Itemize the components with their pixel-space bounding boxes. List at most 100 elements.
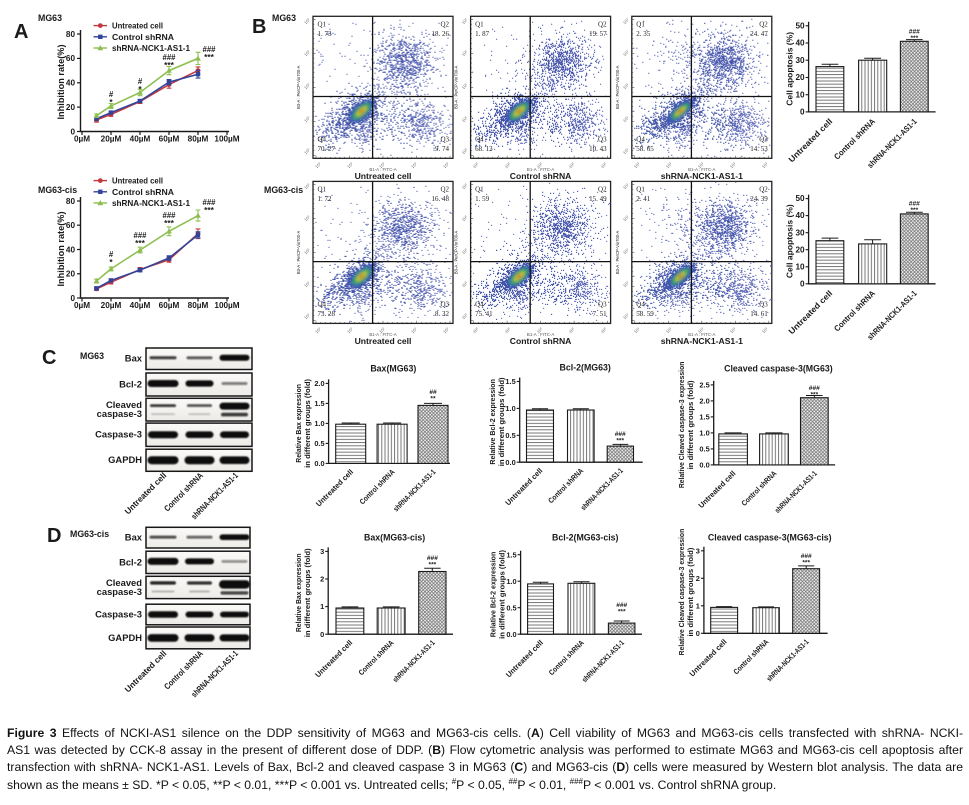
svg-text:in different groups (fold): in different groups (fold) [497, 377, 506, 467]
svg-text:10²: 10² [461, 82, 469, 90]
svg-text:MG63-cis: MG63-cis [70, 529, 109, 539]
svg-text:100µM: 100µM [214, 301, 239, 310]
svg-text:***: *** [164, 60, 175, 70]
svg-text:20: 20 [795, 245, 805, 254]
svg-text:10²: 10² [622, 147, 630, 155]
svg-text:B3-A : PerCP-Vio700-A: B3-A : PerCP-Vio700-A [296, 230, 301, 274]
svg-text:10²: 10² [346, 161, 354, 169]
svg-text:MG63: MG63 [38, 13, 62, 23]
svg-text:Control shRNA: Control shRNA [510, 171, 572, 181]
svg-text:58. 65: 58. 65 [636, 145, 654, 153]
svg-text:10²: 10² [303, 182, 311, 190]
svg-text:Q1: Q1 [636, 20, 645, 28]
svg-text:shRNA-NCK1-AS1-1: shRNA-NCK1-AS1-1 [391, 638, 437, 684]
svg-text:40µM: 40µM [130, 301, 151, 310]
svg-text:18. 26: 18. 26 [432, 30, 450, 38]
svg-text:Cleaved caspase-3(MG63): Cleaved caspase-3(MG63) [724, 364, 833, 374]
svg-text:Relative Cleaved caspase-3 exp: Relative Cleaved caspase-3 expression [677, 362, 686, 489]
svg-text:MG63: MG63 [272, 13, 296, 23]
svg-text:0: 0 [70, 294, 75, 303]
svg-text:Q2: Q2 [759, 20, 768, 28]
svg-text:0.0: 0.0 [314, 459, 324, 468]
svg-text:40: 40 [795, 39, 805, 48]
svg-text:1.0: 1.0 [506, 577, 516, 586]
svg-text:#: # [138, 77, 143, 86]
svg-text:10²: 10² [303, 82, 311, 90]
svg-text:10. 43: 10. 43 [589, 145, 607, 153]
svg-text:Q3: Q3 [598, 135, 607, 143]
svg-text:0.0: 0.0 [505, 458, 515, 467]
svg-text:Control shRNA: Control shRNA [510, 336, 572, 346]
svg-text:***: *** [616, 438, 624, 445]
svg-text:1.0: 1.0 [505, 404, 515, 413]
svg-text:Q2: Q2 [598, 185, 607, 193]
svg-text:in different groups (fold): in different groups (fold) [686, 380, 695, 470]
svg-text:MG63-cis: MG63-cis [38, 185, 77, 195]
svg-text:10: 10 [795, 90, 805, 99]
svg-text:Untreated cell: Untreated cell [112, 177, 163, 186]
svg-text:shRNA-NCK1-AS1-1: shRNA-NCK1-AS1-1 [112, 44, 190, 53]
svg-text:Control shRNA: Control shRNA [358, 467, 397, 506]
svg-text:***: *** [810, 392, 818, 399]
svg-text:###: ### [162, 53, 176, 62]
svg-text:10²: 10² [461, 115, 469, 123]
svg-text:Q3: Q3 [759, 135, 768, 143]
svg-text:###: ### [162, 211, 176, 220]
svg-text:10²: 10² [729, 161, 737, 169]
svg-text:***: *** [802, 560, 810, 567]
svg-text:60µM: 60µM [159, 134, 180, 143]
svg-text:B: B [252, 16, 266, 38]
svg-text:0.5: 0.5 [506, 603, 516, 612]
svg-text:Control shRNA: Control shRNA [112, 188, 174, 197]
svg-text:70. 27: 70. 27 [318, 145, 336, 153]
svg-text:10²: 10² [568, 326, 576, 334]
svg-text:Cleaved caspase-3(MG63-cis): Cleaved caspase-3(MG63-cis) [708, 533, 832, 543]
svg-text:Untreated cell: Untreated cell [504, 638, 545, 679]
svg-text:###: ### [909, 201, 920, 208]
svg-text:Control shRNA: Control shRNA [547, 638, 586, 677]
svg-text:16. 48: 16. 48 [432, 195, 450, 203]
svg-text:C: C [42, 347, 56, 369]
svg-text:Q4: Q4 [475, 300, 484, 308]
svg-text:10²: 10² [303, 214, 311, 222]
svg-text:###: ### [202, 198, 216, 207]
svg-text:Q3: Q3 [759, 300, 768, 308]
svg-text:***: *** [910, 35, 918, 42]
svg-text:0µM: 0µM [74, 134, 90, 143]
svg-text:in different groups (fold): in different groups (fold) [497, 549, 506, 639]
svg-text:1. 73: 1. 73 [318, 30, 333, 38]
svg-text:10²: 10² [461, 17, 469, 25]
svg-text:10²: 10² [461, 280, 469, 288]
svg-text:1: 1 [320, 602, 324, 611]
svg-text:1.0: 1.0 [314, 419, 324, 428]
svg-text:B1-A : FITC-A: B1-A : FITC-A [369, 332, 396, 337]
svg-text:10²: 10² [622, 312, 630, 320]
svg-text:40: 40 [66, 79, 76, 88]
svg-text:Cleaved: Cleaved [106, 577, 142, 588]
svg-text:B3-A : PerCP-Vio700-A: B3-A : PerCP-Vio700-A [454, 65, 459, 109]
svg-text:10²: 10² [622, 115, 630, 123]
svg-text:10²: 10² [761, 326, 769, 334]
svg-text:1. 72: 1. 72 [318, 195, 333, 203]
svg-text:10²: 10² [697, 326, 705, 334]
svg-text:10²: 10² [410, 326, 418, 334]
svg-text:shRNA-NCK1-AS1-1: shRNA-NCK1-AS1-1 [112, 199, 190, 208]
svg-text:10²: 10² [622, 49, 630, 57]
svg-text:10²: 10² [472, 161, 480, 169]
svg-text:0: 0 [320, 630, 324, 639]
svg-text:0: 0 [696, 629, 700, 638]
svg-text:15. 49: 15. 49 [589, 195, 607, 203]
svg-text:20: 20 [795, 73, 805, 82]
svg-text:Bcl-2(MG63-cis): Bcl-2(MG63-cis) [552, 533, 619, 543]
svg-text:14. 61: 14. 61 [750, 310, 768, 318]
svg-text:#: # [109, 250, 114, 259]
svg-text:14. 53: 14. 53 [750, 145, 768, 153]
svg-text:50: 50 [795, 194, 805, 203]
svg-text:shRNA-NCK1-AS1-1: shRNA-NCK1-AS1-1 [580, 638, 626, 684]
svg-text:Relative Bcl-2 expression: Relative Bcl-2 expression [488, 379, 497, 465]
svg-text:68. 13: 68. 13 [475, 145, 493, 153]
svg-text:10²: 10² [461, 247, 469, 255]
svg-text:###: ### [616, 602, 627, 609]
svg-text:shRNA-NCK1-AS1-1: shRNA-NCK1-AS1-1 [391, 467, 437, 513]
svg-text:B1-A : FITC-A: B1-A : FITC-A [369, 167, 396, 172]
